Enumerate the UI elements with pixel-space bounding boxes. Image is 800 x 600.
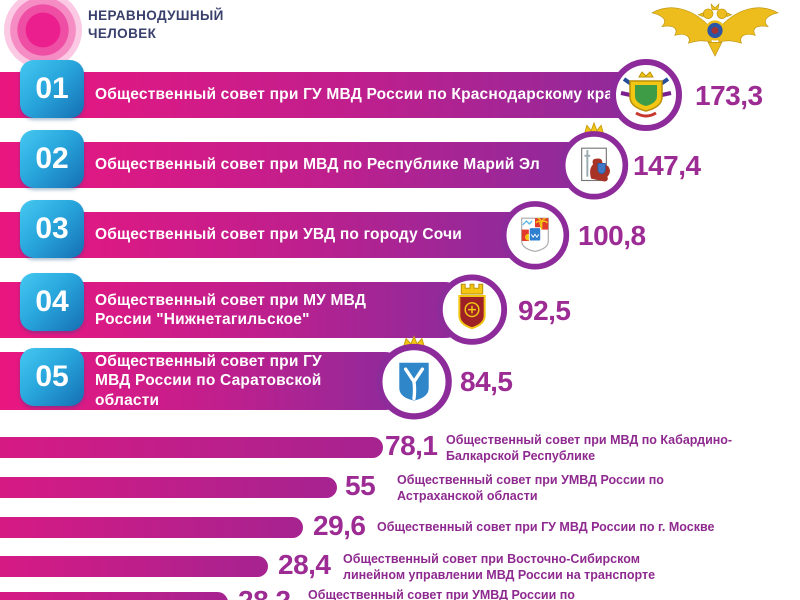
- score-value-09: 28,4: [278, 549, 331, 580]
- bar-label-04: Общественный совет при МУ МВД России "Ни…: [95, 291, 367, 328]
- rank-badge-01: 01: [20, 60, 84, 118]
- score-value-07: 55: [345, 470, 376, 501]
- bar-label-03: Общественный совет при УВД по городу Соч…: [95, 226, 462, 244]
- nizhny-tagil-coat-of-arms-icon: [436, 274, 508, 345]
- score-value-03: 100,8: [578, 220, 646, 251]
- rank-number-05: 05: [35, 360, 69, 393]
- score-value-10-clipped: 28,2: [238, 585, 291, 600]
- brand-line1: НЕРАВНОДУШНЫЙ: [88, 8, 224, 23]
- bar-label-05: Общественный совет при ГУ МВД России по …: [95, 352, 322, 409]
- brand-logo-icon: [4, 0, 82, 69]
- bar-rank-07: [0, 477, 337, 498]
- bar-label-09: Общественный совет при Восточно-Сибирско…: [343, 552, 656, 582]
- mvd-eagle-emblem-icon: [651, 3, 779, 57]
- rank-badge-05: 05: [20, 348, 84, 406]
- rank-number-01: 01: [35, 72, 69, 105]
- bar-rank-03: Общественный совет при УВД по городу Соч…: [0, 212, 532, 258]
- bar-rank-02: Общественный совет при МВД по Республике…: [0, 142, 590, 188]
- score-value-05: 84,5: [460, 366, 513, 397]
- mari-el-coat-of-arms-icon: [559, 121, 629, 200]
- rank-number-03: 03: [35, 212, 69, 245]
- sochi-coat-of-arms-icon: [500, 201, 570, 270]
- bar-label-06: Общественный совет при МВД по Кабардино-…: [446, 433, 733, 463]
- brand-line2: ЧЕЛОВЕК: [88, 25, 157, 41]
- bar-label-02: Общественный совет при МВД по Республике…: [95, 156, 540, 174]
- bar-label-08: Общественный совет при ГУ МВД России по …: [377, 520, 715, 534]
- bar-rank-09: [0, 556, 268, 577]
- rank-number-04: 04: [35, 285, 69, 318]
- score-value-08: 29,6: [313, 510, 366, 541]
- bar-rank-08: [0, 517, 303, 538]
- saratov-coat-of-arms-icon: [376, 335, 452, 420]
- bar-rank-10-clipped: [0, 592, 228, 600]
- score-value-04: 92,5: [518, 295, 571, 326]
- rank-badge-02: 02: [20, 130, 84, 188]
- score-value-02: 147,4: [633, 150, 701, 181]
- bar-rank-06: [0, 437, 383, 458]
- score-value-01: 173,3: [695, 80, 763, 111]
- bar-label-01: Общественный совет при ГУ МВД России по …: [95, 86, 627, 104]
- brand-title: НЕРАВНОДУШНЫЙ ЧЕЛОВЕК: [88, 7, 224, 42]
- score-value-06: 78,1: [385, 430, 438, 461]
- krasnodar-coat-of-arms-icon: [610, 59, 682, 131]
- bar-label-07: Общественный совет при УМВД России по Ас…: [397, 473, 664, 503]
- rank-badge-03: 03: [20, 200, 84, 258]
- rank-number-02: 02: [35, 142, 69, 175]
- bar-label-10-clipped: Общественный совет при УМВД России по: [308, 588, 575, 600]
- bar-rank-01: Общественный совет при ГУ МВД России по …: [0, 72, 648, 118]
- rank-badge-04: 04: [20, 273, 84, 331]
